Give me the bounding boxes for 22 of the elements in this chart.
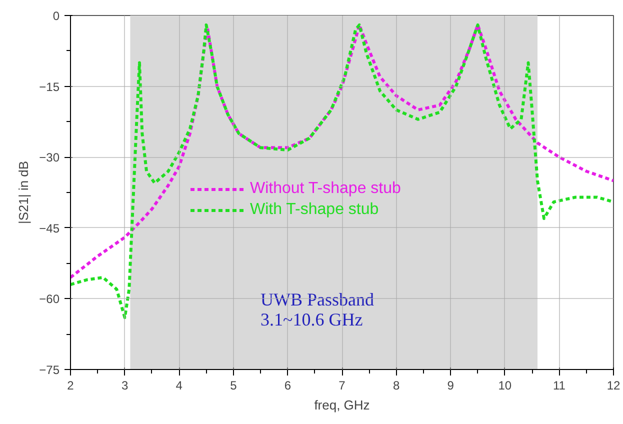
x-tick-label: 11 [552, 378, 566, 392]
x-axis-title: freq, GHz [314, 398, 370, 412]
x-tick-label: 7 [338, 378, 346, 392]
y-tick-label: 0 [52, 9, 60, 23]
x-tick-label: 12 [606, 378, 620, 392]
y-tick-label: −30 [39, 150, 60, 165]
y-tick-label: −15 [39, 80, 60, 94]
x-tick-label: 6 [284, 378, 292, 392]
annotation: UWB Passband 3.1~10.6 GHz [260, 290, 374, 330]
x-tick-label: 5 [230, 378, 238, 392]
y-axis-title: |S21| in dB [16, 160, 32, 224]
legend-label: Without T-shape stub [250, 180, 401, 198]
x-tick-label: 2 [67, 378, 74, 392]
y-tick-label: −60 [39, 292, 60, 306]
y-tick-label: −75 [39, 363, 60, 377]
x-tick-label: 4 [176, 378, 183, 392]
y-tick-label: −45 [39, 221, 60, 236]
x-tick-label: 10 [498, 378, 512, 392]
legend-label: With T-shape stub [250, 201, 379, 219]
x-tick-label: 9 [447, 378, 454, 392]
x-tick-label: 8 [392, 378, 400, 392]
x-tick-label: 3 [121, 378, 128, 392]
